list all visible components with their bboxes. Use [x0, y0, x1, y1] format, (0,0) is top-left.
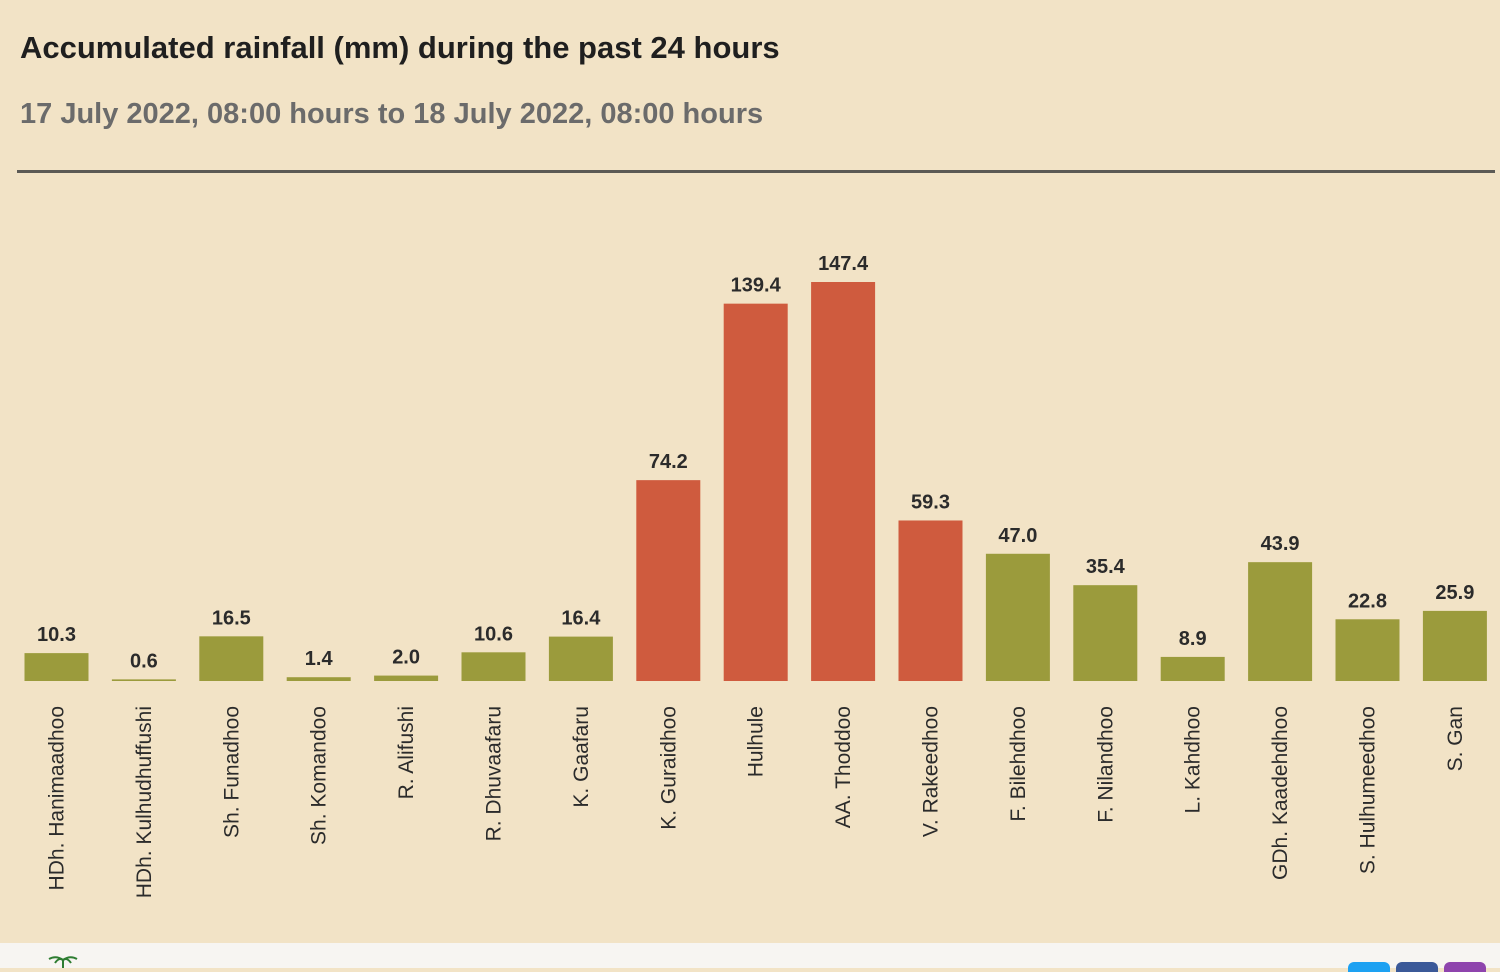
palm-logo-icon — [48, 956, 78, 968]
category-label: S. Hulhumeedhoo — [1357, 706, 1380, 874]
bar-value-label: 74.2 — [649, 451, 688, 473]
bar-value-label: 10.3 — [37, 624, 76, 646]
bar-value-label: 8.9 — [1179, 628, 1207, 650]
category-label: Sh. Komandoo — [308, 706, 331, 845]
bar — [548, 636, 613, 681]
category-label: Hulhule — [745, 706, 768, 777]
bar-value-label: 35.4 — [1086, 556, 1126, 578]
category-labels-group: HDh. Hanimaadhoo HDh. Kulhudhuffushi Sh. F… — [46, 706, 1467, 898]
bar — [111, 679, 176, 681]
bar-value-label: 10.6 — [474, 623, 513, 645]
bar-value-label: 47.0 — [998, 525, 1037, 547]
bar — [461, 652, 526, 681]
twitter-icon[interactable] — [1348, 962, 1390, 972]
category-label: HDh. Kulhudhuffushi — [133, 706, 156, 898]
bar-value-label: 59.3 — [911, 491, 950, 513]
bar-value-label: 139.4 — [731, 275, 782, 297]
bar — [24, 653, 89, 681]
category-label: S. Gan — [1444, 706, 1467, 771]
bar — [1248, 562, 1313, 681]
category-label: R. Dhuvaafaru — [483, 706, 506, 841]
bar — [374, 675, 439, 681]
facebook-icon[interactable] — [1396, 962, 1438, 972]
bar — [1335, 619, 1400, 681]
bar — [1422, 610, 1487, 681]
header-divider — [17, 170, 1495, 173]
category-label: K. Guraidhoo — [657, 706, 680, 830]
chart-subtitle: 17 July 2022, 08:00 hours to 18 July 202… — [20, 98, 764, 130]
bar — [723, 303, 788, 681]
bar — [1073, 585, 1138, 681]
bar — [636, 480, 701, 681]
category-label: L. Kahdhoo — [1182, 706, 1205, 813]
bar-value-label: 25.9 — [1435, 582, 1474, 604]
footer-strip — [0, 943, 1500, 968]
category-label: AA. Thoddoo — [832, 706, 855, 828]
bar — [898, 520, 963, 681]
bar — [811, 282, 876, 681]
bar-value-label: 1.4 — [305, 648, 334, 670]
category-label: F. Nilandhoo — [1094, 706, 1117, 823]
bar — [1160, 656, 1225, 681]
value-labels-group: 10.3 0.6 16.5 1.4 2.0 10.6 16.4 74.2 139.4 147.4 5… — [37, 253, 1474, 672]
bar — [985, 553, 1050, 681]
bar-value-label: 2.0 — [392, 647, 420, 669]
chart-title: Accumulated rainfall (mm) during the pas… — [20, 30, 780, 65]
bars-group — [24, 282, 1487, 681]
bar-value-label: 22.8 — [1348, 590, 1387, 612]
category-label: R. Alifushi — [395, 706, 418, 799]
category-label: K. Gaafaru — [570, 706, 593, 808]
category-label: V. Rakeedhoo — [920, 706, 943, 837]
category-label: HDh. Hanimaadhoo — [46, 706, 69, 890]
bar-value-label: 16.5 — [212, 607, 251, 629]
category-label: Sh. Funadhoo — [220, 706, 243, 838]
bar — [199, 636, 264, 681]
bar-value-label: 16.4 — [561, 608, 601, 630]
instagram-icon[interactable] — [1444, 962, 1486, 972]
category-label: GDh. Kaadehdhoo — [1269, 706, 1292, 880]
bar-value-label: 43.9 — [1261, 533, 1300, 555]
bar-value-label: 0.6 — [130, 650, 158, 672]
bar — [286, 677, 351, 681]
category-label: F. Bilehdhoo — [1007, 706, 1030, 822]
bar-value-label: 147.4 — [818, 253, 869, 275]
